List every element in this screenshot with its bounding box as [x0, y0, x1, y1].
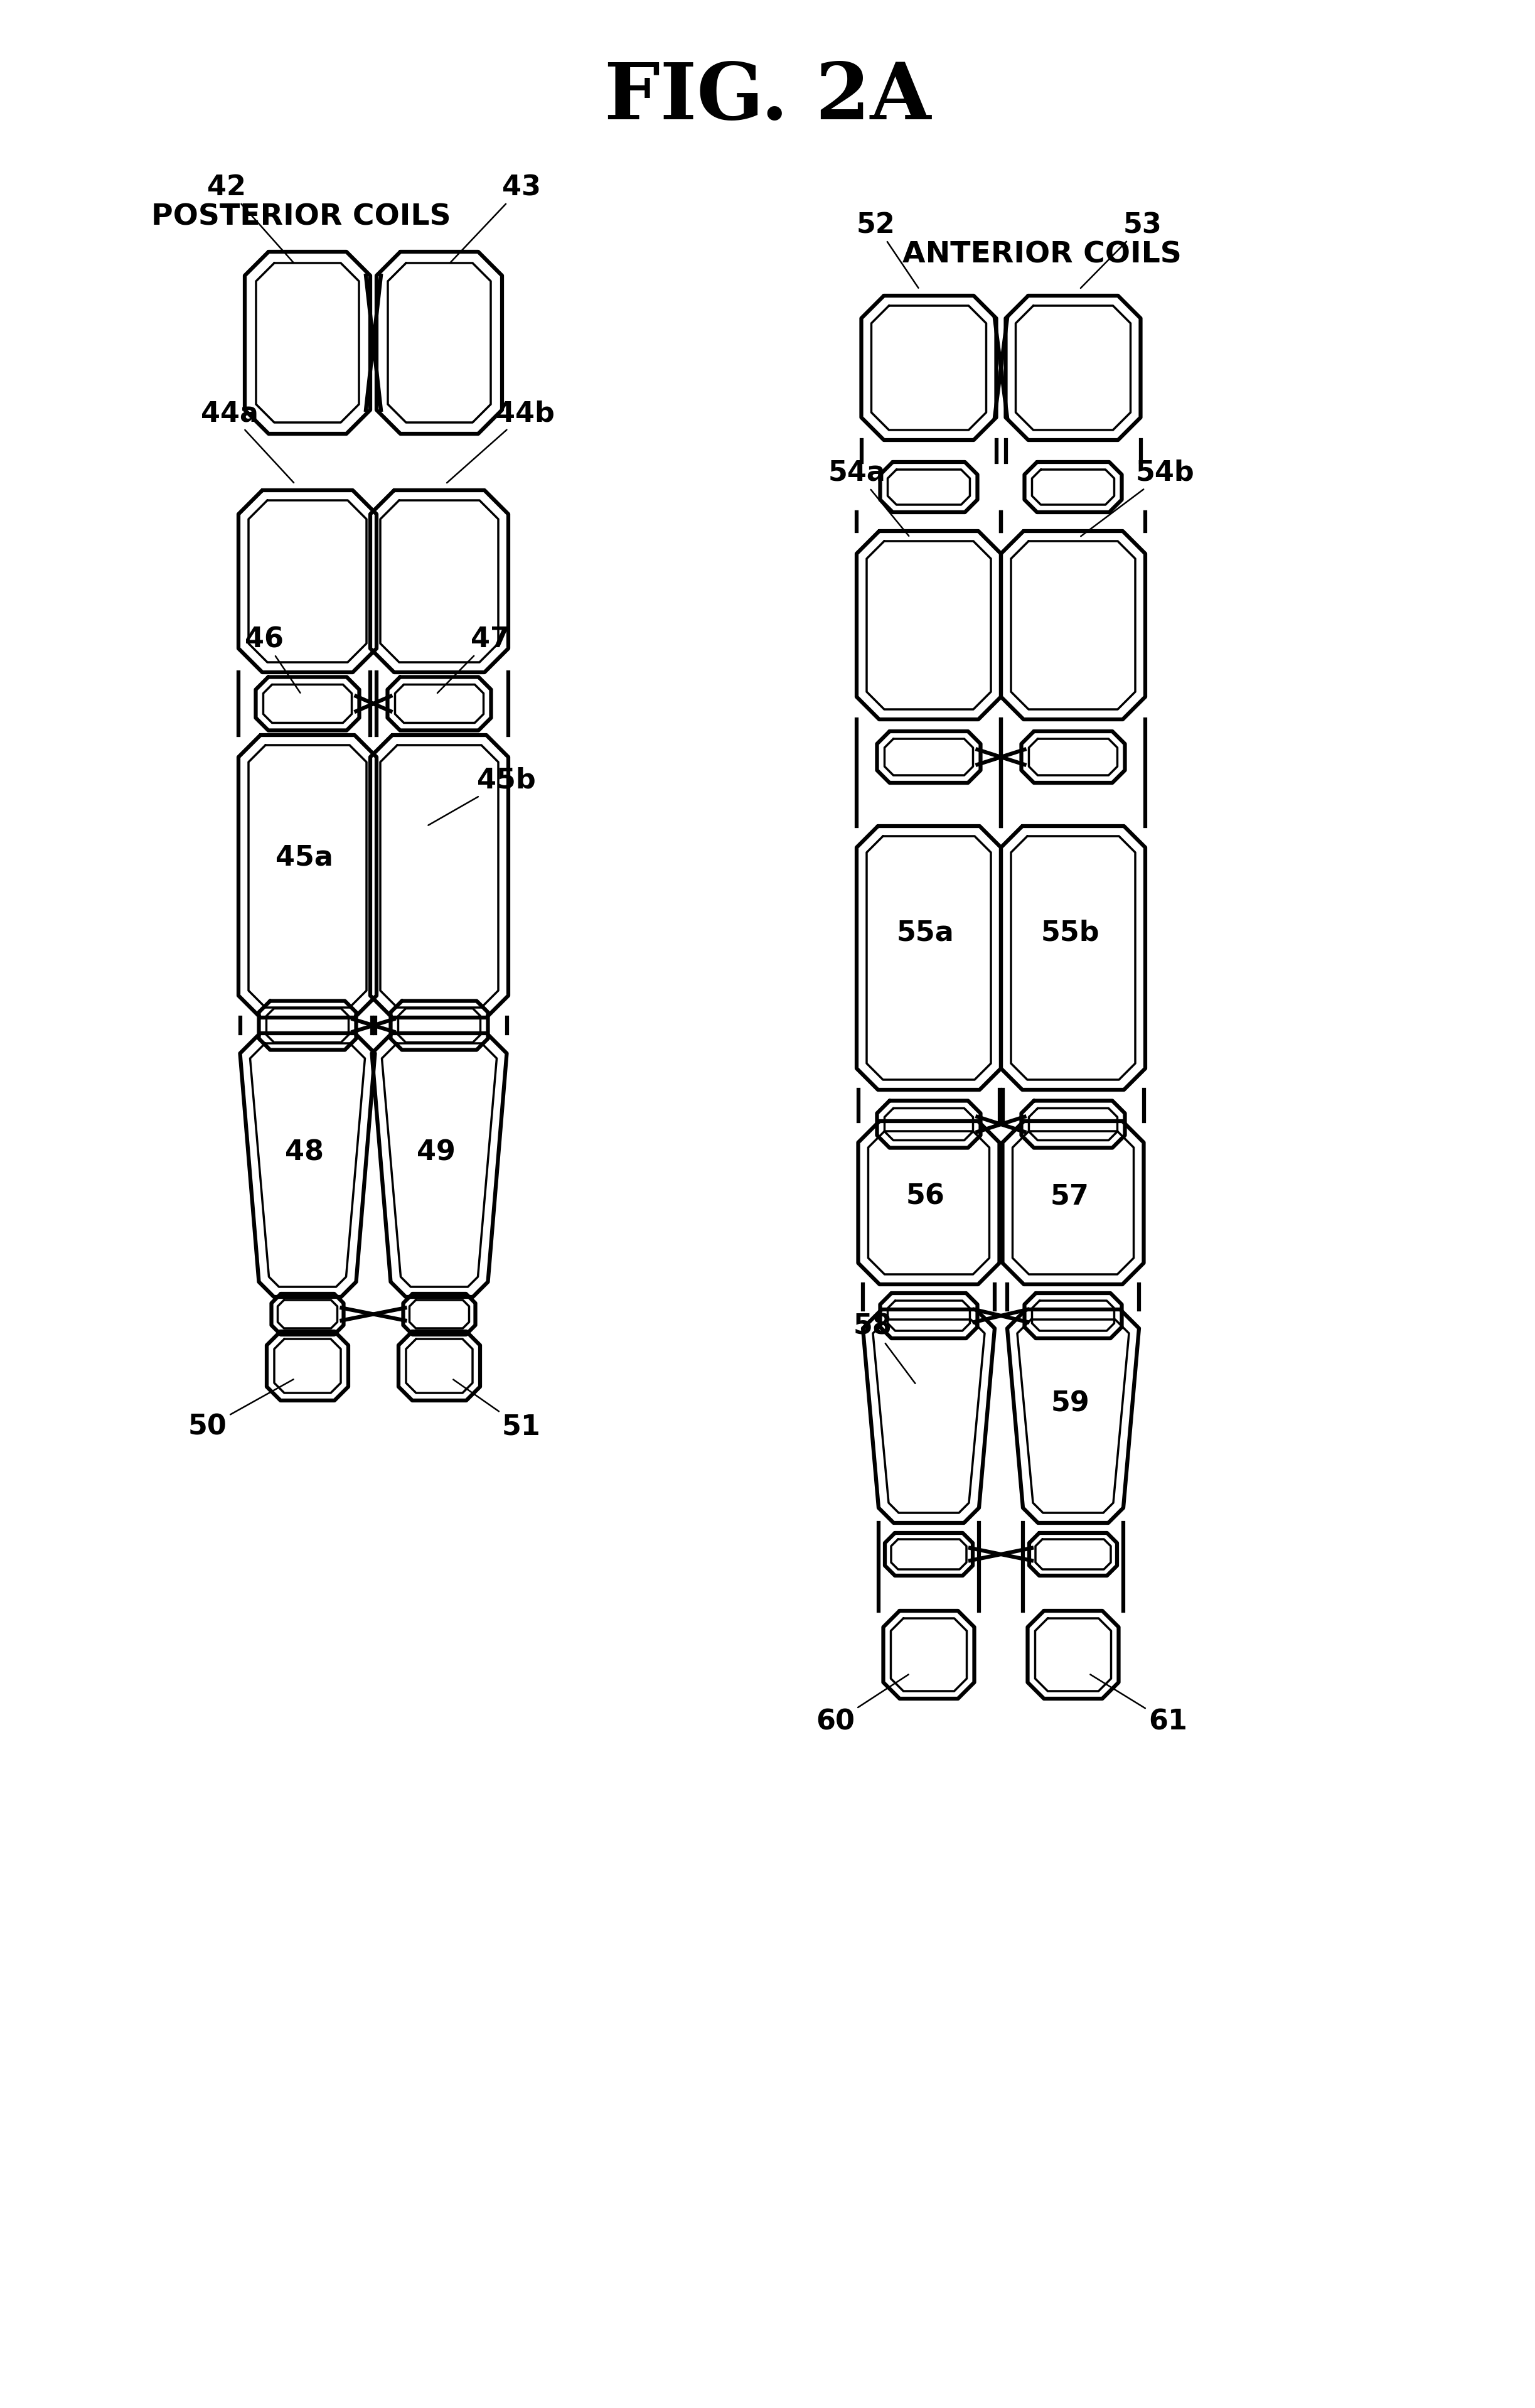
- Text: 54a: 54a: [829, 460, 909, 537]
- Text: 48: 48: [286, 1139, 324, 1165]
- Text: 52: 52: [857, 212, 918, 289]
- Text: POSTERIOR COILS: POSTERIOR COILS: [152, 202, 451, 231]
- Text: 54b: 54b: [1081, 460, 1194, 537]
- Text: 44a: 44a: [201, 400, 293, 482]
- Text: 50: 50: [189, 1380, 293, 1440]
- Text: FIG. 2A: FIG. 2A: [605, 60, 930, 135]
- Text: 45a: 45a: [276, 843, 333, 872]
- Text: 59: 59: [1050, 1389, 1090, 1418]
- Text: 55a: 55a: [896, 920, 955, 946]
- Text: 53: 53: [1081, 212, 1162, 289]
- Text: 45b: 45b: [428, 768, 536, 826]
- Text: 58: 58: [853, 1312, 915, 1382]
- Text: ANTERIOR COILS: ANTERIOR COILS: [903, 241, 1182, 270]
- Text: 47: 47: [437, 626, 510, 694]
- Text: 56: 56: [906, 1182, 946, 1209]
- Text: 60: 60: [815, 1674, 909, 1736]
- Text: 46: 46: [244, 626, 301, 694]
- Text: 57: 57: [1050, 1182, 1090, 1209]
- Text: 43: 43: [450, 173, 540, 262]
- Text: 49: 49: [416, 1139, 456, 1165]
- Text: 55b: 55b: [1041, 920, 1099, 946]
- Text: 61: 61: [1090, 1674, 1188, 1736]
- Text: 51: 51: [453, 1380, 540, 1440]
- Text: 42: 42: [207, 173, 293, 262]
- Text: 44b: 44b: [447, 400, 554, 484]
